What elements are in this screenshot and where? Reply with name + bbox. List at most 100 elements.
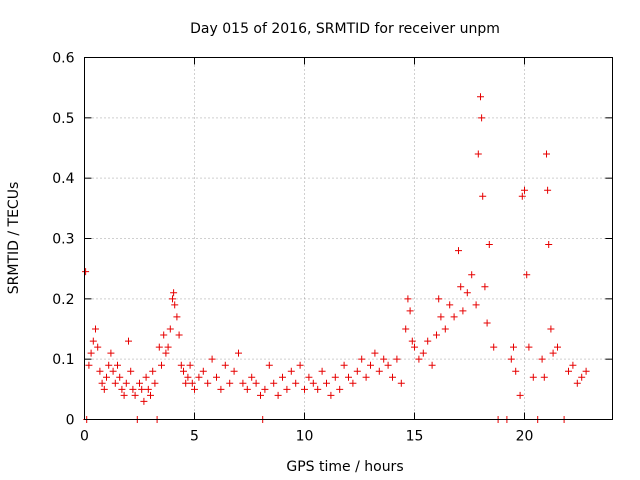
data-point	[450, 313, 458, 321]
data-point	[428, 361, 436, 369]
x-tick-label: 5	[190, 429, 199, 445]
data-point	[474, 150, 482, 158]
data-point	[239, 379, 247, 387]
data-point	[549, 349, 557, 357]
data-point	[477, 93, 484, 101]
data-point	[173, 313, 181, 321]
data-point	[433, 331, 440, 339]
data-point	[521, 186, 528, 194]
data-point	[265, 361, 273, 369]
data-point	[468, 271, 476, 279]
data-point	[184, 373, 192, 381]
data-point	[435, 295, 443, 303]
data-point	[371, 349, 379, 357]
data-point	[140, 397, 148, 405]
x-tick-label: 10	[296, 429, 314, 445]
data-point	[380, 355, 388, 363]
x-tick-label: 15	[406, 429, 424, 445]
data-point	[424, 337, 432, 345]
data-point	[415, 355, 423, 363]
data-point	[182, 379, 190, 387]
data-point	[485, 241, 493, 249]
data-point	[160, 331, 168, 339]
data-point	[336, 385, 344, 393]
data-point	[147, 391, 154, 399]
data-point	[235, 349, 242, 357]
data-point	[362, 373, 370, 381]
data-point	[411, 343, 418, 351]
data-points	[82, 93, 590, 423]
data-point	[375, 367, 383, 375]
data-point	[340, 361, 348, 369]
data-point	[188, 379, 196, 387]
data-point	[296, 361, 304, 369]
data-point	[217, 385, 225, 393]
data-point	[204, 379, 212, 387]
x-tick-label: 0	[80, 429, 89, 445]
data-point	[177, 361, 185, 369]
data-point	[248, 373, 256, 381]
chart-title: Day 015 of 2016, SRMTID for receiver unp…	[190, 21, 500, 37]
data-point	[170, 289, 178, 297]
data-point	[85, 361, 93, 369]
data-point	[518, 192, 526, 200]
data-point	[446, 301, 454, 309]
data-point	[287, 367, 295, 375]
data-point	[166, 325, 174, 333]
data-point	[481, 283, 489, 291]
data-point	[483, 319, 491, 327]
data-point	[543, 150, 550, 158]
data-point	[353, 367, 361, 375]
data-point	[199, 367, 207, 375]
data-point	[301, 385, 308, 393]
data-point	[305, 373, 313, 381]
y-tick-label: 0.1	[52, 352, 74, 368]
data-point	[441, 325, 449, 333]
data-point	[155, 343, 163, 351]
data-point	[98, 379, 106, 387]
x-axis-label: GPS time / hours	[286, 459, 403, 475]
data-point	[125, 337, 132, 345]
data-point	[516, 391, 524, 399]
data-point	[479, 192, 487, 200]
data-point	[283, 385, 291, 393]
data-point	[129, 385, 137, 393]
data-point	[186, 361, 194, 369]
data-point	[103, 373, 110, 381]
data-point	[457, 283, 465, 291]
data-point	[309, 379, 317, 387]
data-point	[96, 367, 104, 375]
data-point	[175, 331, 183, 339]
data-point	[94, 343, 102, 351]
data-point	[142, 373, 150, 381]
data-point	[149, 367, 157, 375]
data-point	[402, 325, 410, 333]
data-point	[437, 313, 445, 321]
data-point	[384, 361, 392, 369]
data-point	[565, 367, 572, 375]
data-point	[107, 349, 115, 357]
data-point	[463, 289, 471, 297]
data-point	[490, 343, 498, 351]
y-tick-label: 0.6	[52, 51, 74, 67]
data-point	[171, 301, 179, 309]
data-point	[393, 355, 401, 363]
data-point	[404, 295, 412, 303]
data-point	[459, 307, 467, 315]
data-point	[349, 379, 357, 387]
data-point	[252, 379, 260, 387]
data-point	[144, 385, 152, 393]
y-tick-label: 0.2	[52, 292, 74, 308]
data-point	[389, 373, 396, 381]
data-point	[279, 373, 286, 381]
data-point	[345, 373, 352, 381]
data-point	[136, 379, 143, 387]
data-point	[221, 361, 229, 369]
data-point	[331, 373, 339, 381]
data-point	[213, 373, 220, 381]
y-axis-label: SRMTID / TECUs	[6, 182, 22, 295]
data-point	[478, 114, 486, 122]
data-point	[569, 361, 577, 369]
data-point	[323, 379, 330, 387]
